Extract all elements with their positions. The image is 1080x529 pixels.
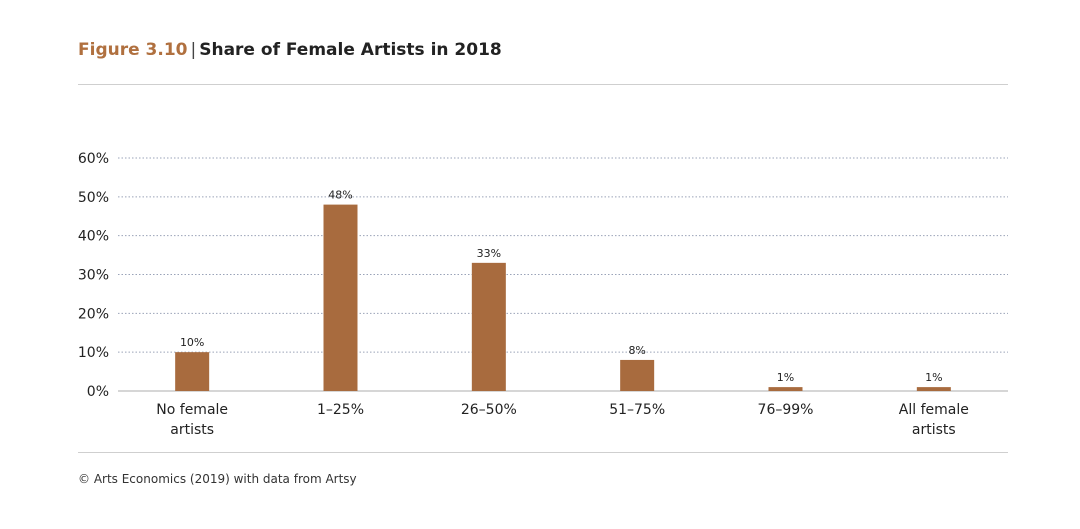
y-tick-label: 40% bbox=[78, 229, 109, 245]
y-tick-label: 30% bbox=[78, 268, 109, 284]
bar bbox=[323, 204, 358, 391]
bar bbox=[916, 387, 951, 391]
y-tick-label: 50% bbox=[78, 190, 109, 206]
top-divider bbox=[78, 84, 1008, 85]
bar bbox=[620, 359, 655, 391]
y-tick-label: 10% bbox=[78, 345, 109, 361]
x-tick-label: 26–50% bbox=[461, 402, 517, 418]
data-label: 33% bbox=[477, 247, 501, 260]
data-label: 1% bbox=[925, 371, 942, 384]
data-label: 1% bbox=[777, 371, 794, 384]
bar bbox=[175, 352, 210, 391]
data-label: 48% bbox=[328, 189, 352, 202]
x-tick-label: artists bbox=[912, 422, 956, 438]
y-tick-label: 20% bbox=[78, 306, 109, 322]
x-tick-label: 1–25% bbox=[317, 402, 364, 418]
x-tick-label: No female bbox=[156, 402, 228, 418]
x-tick-label: 51–75% bbox=[609, 402, 665, 418]
chart-title: Share of Female Artists in 2018 bbox=[199, 40, 502, 60]
y-tick-label: 0% bbox=[87, 384, 109, 400]
x-tick-label: artists bbox=[170, 422, 214, 438]
bar-chart: 0% 10% 20% 30% 40% 50% 60% 10% No female artists 4… bbox=[78, 151, 1008, 438]
data-label: 10% bbox=[180, 336, 204, 349]
figure-header: Figure 3.10 | Share of Female Artists in 2… bbox=[78, 40, 502, 60]
y-tick-label: 60% bbox=[78, 151, 109, 167]
figure-label: Figure 3.10 bbox=[78, 40, 188, 60]
data-label: 8% bbox=[628, 344, 645, 357]
x-tick-label: 76–99% bbox=[758, 402, 814, 418]
bottom-divider bbox=[78, 452, 1008, 453]
source-note: © Arts Economics (2019) with data from A… bbox=[78, 472, 357, 486]
bar bbox=[768, 387, 803, 391]
figure-separator: | bbox=[190, 40, 197, 60]
bar bbox=[471, 262, 506, 391]
x-tick-label: All female bbox=[899, 402, 969, 418]
